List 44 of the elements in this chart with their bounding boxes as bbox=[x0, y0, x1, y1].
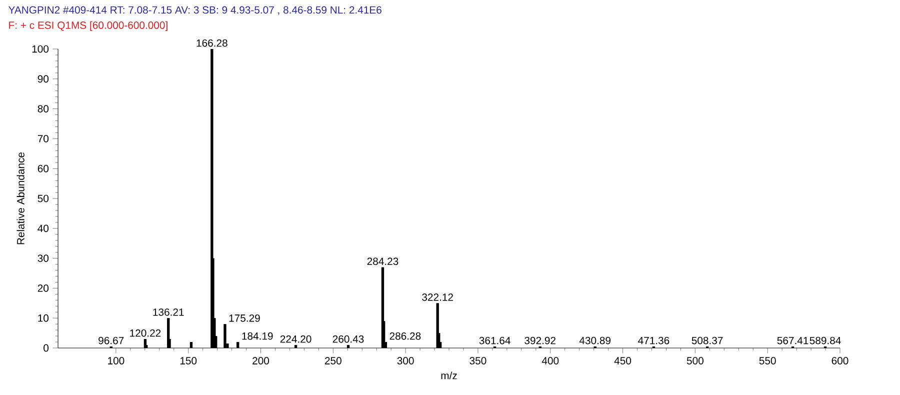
annotation: 175.29 bbox=[229, 314, 260, 322]
annotation: 166.28 bbox=[196, 39, 228, 47]
annotation: 471.36 bbox=[638, 336, 670, 344]
x-tick-label: 300 bbox=[397, 357, 414, 364]
chart-subtitle: F: + c ESI Q1MS [60.000-600.000] bbox=[9, 21, 168, 31]
chart-title: YANGPIN2 #409-414 RT: 7.08-7.15 AV: 3 SB: 9 4.93-5.07 , 8.46-8.59 NL: 2.41E6 bbox=[8, 6, 382, 15]
y-tick-label: 90 bbox=[38, 75, 49, 83]
annotation: 286.28 bbox=[390, 332, 421, 340]
annotation: 96.67 bbox=[98, 336, 124, 344]
x-tick-label: 200 bbox=[252, 357, 270, 364]
x-tick-label: 600 bbox=[832, 357, 848, 364]
x-tick-label: 550 bbox=[759, 357, 776, 364]
annotation: 322.12 bbox=[422, 294, 453, 301]
annotation: 260.43 bbox=[332, 335, 364, 343]
y-tick-label: 30 bbox=[38, 254, 49, 262]
annotation: 508.37 bbox=[692, 336, 723, 344]
y-tick-label: 70 bbox=[38, 135, 49, 142]
annotation: 392.92 bbox=[524, 336, 556, 344]
x-tick-label: 150 bbox=[180, 357, 197, 364]
y-tick-label: 60 bbox=[38, 164, 49, 172]
x-tick-label: 100 bbox=[108, 357, 124, 364]
y-tick-label: 50 bbox=[38, 194, 49, 202]
x-tick-label: 250 bbox=[325, 357, 342, 364]
x-axis-title: m/z bbox=[441, 372, 457, 380]
annotation: 567.41 bbox=[777, 336, 808, 344]
annotation: 589.84 bbox=[810, 336, 841, 344]
annotation: 184.19 bbox=[242, 332, 273, 340]
y-tick-label: 20 bbox=[38, 284, 49, 292]
y-tick-label: 10 bbox=[38, 314, 49, 322]
annotation: 284.23 bbox=[367, 258, 398, 265]
y-tick-label: 80 bbox=[38, 105, 49, 112]
y-axis-title: Relative Abundance bbox=[16, 152, 24, 244]
x-tick-label: 450 bbox=[614, 357, 632, 364]
annotation: 120.22 bbox=[130, 329, 161, 337]
y-tick-label: 100 bbox=[32, 45, 49, 53]
x-tick-label: 500 bbox=[686, 357, 704, 364]
y-tick-label: 0 bbox=[44, 344, 49, 352]
x-tick-label: 350 bbox=[470, 357, 486, 364]
annotation: 224.20 bbox=[280, 335, 312, 343]
y-tick-label: 40 bbox=[38, 224, 49, 232]
x-tick-label: 400 bbox=[542, 357, 559, 364]
annotation: 136.21 bbox=[153, 308, 184, 316]
annotation: 361.64 bbox=[479, 336, 510, 344]
annotation: 430.89 bbox=[579, 336, 611, 344]
